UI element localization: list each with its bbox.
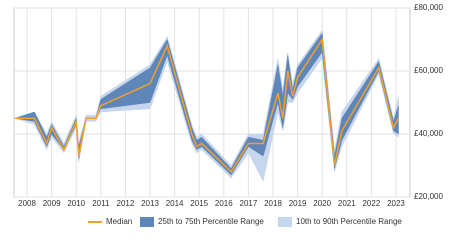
x-tick-label: 2014	[166, 199, 184, 208]
legend-swatch	[278, 217, 292, 227]
y-tick-label: £60,000	[414, 66, 443, 75]
x-tick-label: 2018	[264, 199, 282, 208]
y-tick-label: £40,000	[414, 129, 443, 138]
x-tick-label: 2020	[313, 199, 331, 208]
legend-label: 10th to 90th Percentile Range	[296, 217, 402, 226]
x-tick-label: 2022	[362, 199, 380, 208]
legend-swatch	[140, 217, 154, 227]
x-tick-label: 2019	[289, 199, 307, 208]
y-tick-label: £80,000	[414, 3, 443, 12]
x-tick-label: 2021	[338, 199, 356, 208]
x-tick-label: 2013	[141, 199, 159, 208]
x-tick-label: 2012	[117, 199, 135, 208]
x-tick-label: 2015	[190, 199, 208, 208]
x-tick-label: 2017	[240, 199, 258, 208]
legend-label: 25th to 75th Percentile Range	[158, 217, 264, 226]
median-line	[14, 37, 400, 173]
x-tick-label: 2016	[215, 199, 233, 208]
x-tick-label: 2008	[18, 199, 36, 208]
x-tick-label: 2023	[387, 199, 405, 208]
y-tick-label: £20,000	[414, 192, 443, 201]
legend-label: Median	[106, 217, 132, 226]
x-tick-label: 2009	[43, 199, 61, 208]
x-tick-label: 2010	[67, 199, 85, 208]
plot-area	[13, 7, 411, 198]
x-tick-label: 2011	[92, 199, 110, 208]
